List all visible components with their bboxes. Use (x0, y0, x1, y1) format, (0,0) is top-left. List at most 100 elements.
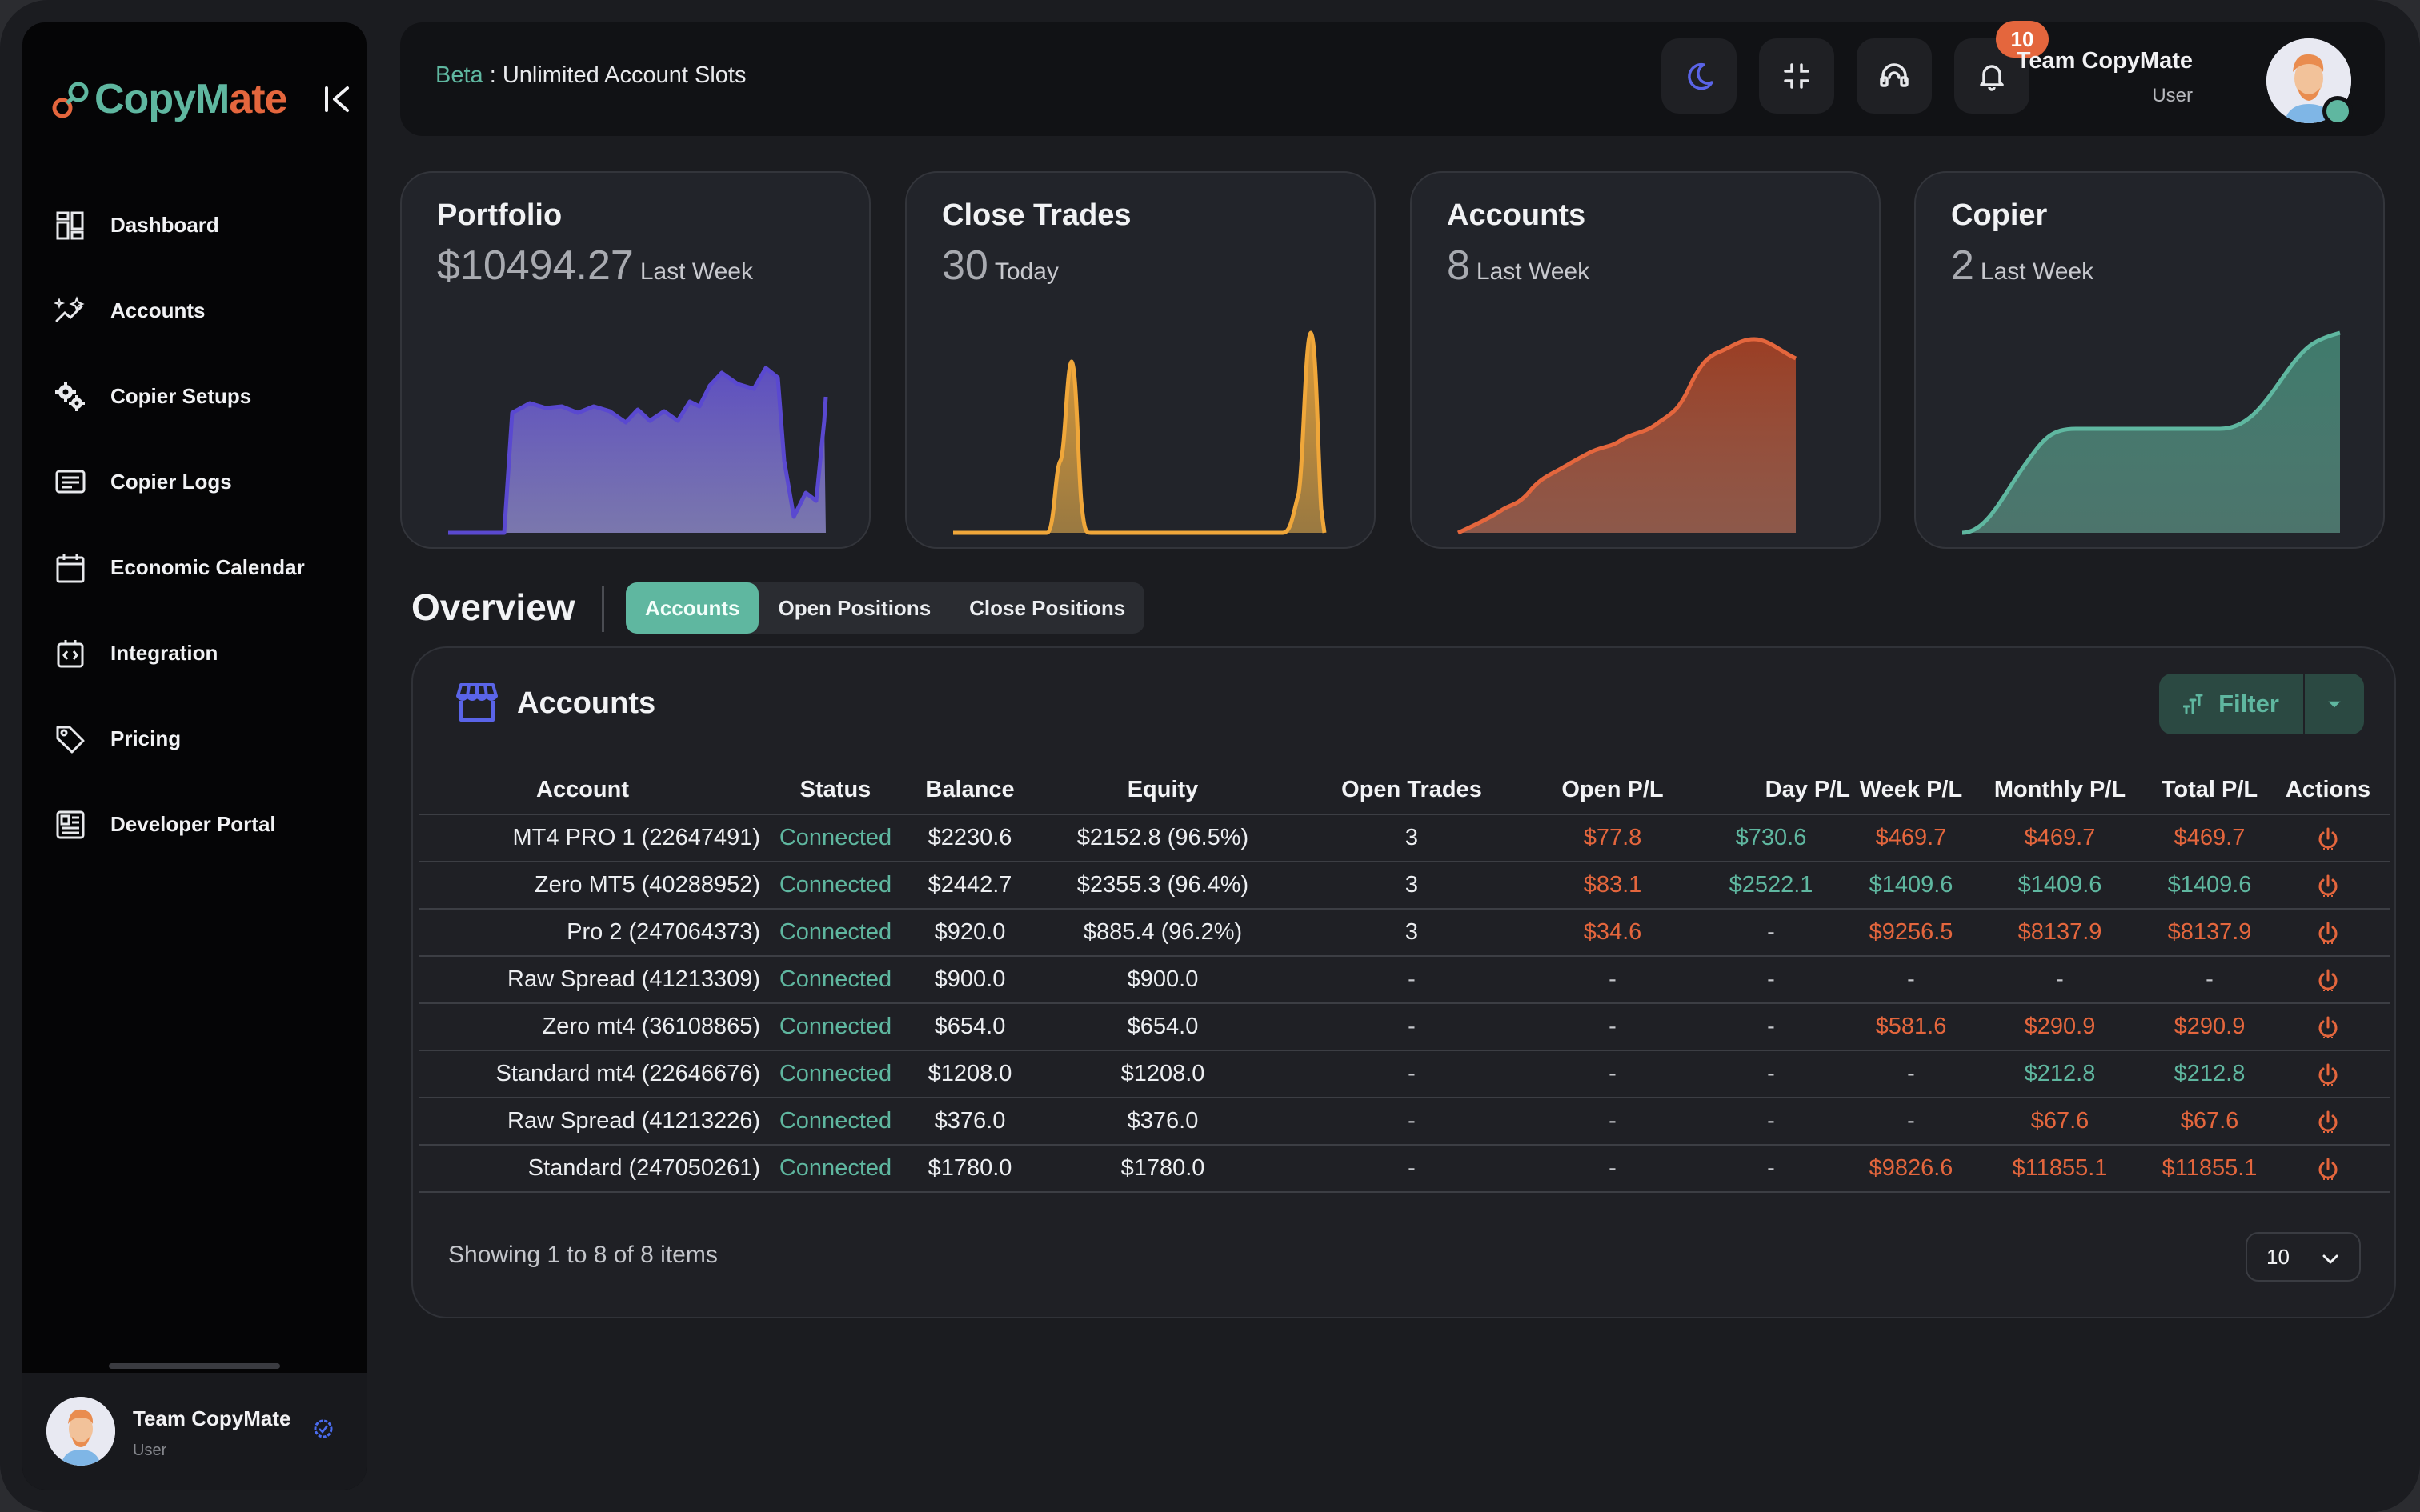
logo[interactable]: CopyMate (50, 75, 287, 123)
cell-actions (2266, 956, 2390, 1004)
cell-week-pl: $1409.6 (1855, 862, 1967, 910)
tag-icon (56, 726, 85, 753)
cell-day-pl: - (1687, 1003, 1855, 1051)
column-header[interactable]: Day P/L (1687, 766, 1855, 815)
column-header[interactable]: Open Trades (1285, 766, 1538, 815)
sidebar-item-copier-setups[interactable]: Copier Setups (54, 354, 359, 439)
sidebar-item-label: Economic Calendar (110, 555, 305, 579)
cell-open-trades: - (1285, 1003, 1538, 1051)
logo-text-part1: CopyM (94, 76, 230, 122)
cell-total-pl: $290.9 (2153, 1003, 2266, 1051)
cell-day-pl: $2522.1 (1687, 862, 1855, 910)
tab-accounts[interactable]: Accounts (626, 582, 759, 634)
card-period: Last Week (1476, 258, 1590, 285)
column-header: Actions (2266, 766, 2390, 815)
cell-monthly-pl: $290.9 (1967, 1003, 2153, 1051)
column-header[interactable]: Open P/L (1538, 766, 1687, 815)
sidebar-item-copier-logs[interactable]: Copier Logs (54, 439, 359, 525)
table-row[interactable]: MT4 PRO 1 (22647491) Connected $2230.6 $215… (419, 814, 2390, 862)
sidebar-scrollbar[interactable] (109, 1363, 280, 1369)
column-header[interactable]: Equity (1040, 766, 1285, 815)
power-icon[interactable] (2316, 968, 2340, 992)
filter-button[interactable]: Filter (2159, 674, 2305, 734)
tab-open-positions[interactable]: Open Positions (778, 595, 932, 620)
overview-tabs: Accounts Open Positions Close Positions (626, 582, 1145, 634)
table-row[interactable]: Standard (247050261) Connected $1780.0 $178… (419, 1145, 2390, 1193)
column-header[interactable]: Status (771, 766, 899, 815)
cell-open-trades: - (1285, 956, 1538, 1004)
power-icon[interactable] (2316, 874, 2340, 898)
cell-equity: $1208.0 (1040, 1050, 1285, 1098)
cell-status: Connected (771, 956, 899, 1004)
cell-balance: $1780.0 (899, 1145, 1040, 1193)
card-period: Last Week (1980, 258, 2094, 285)
sidebar-item-economic-calendar[interactable]: Economic Calendar (54, 525, 359, 610)
moon-icon (1688, 62, 1713, 90)
chevron-down-icon (2322, 1254, 2338, 1264)
accounts-card[interactable]: Accounts 8 Last Week (1410, 171, 1881, 549)
table-row[interactable]: Zero mt4 (36108865) Connected $654.0 $654.0… (419, 1003, 2390, 1051)
table-row[interactable]: Standard mt4 (22646676) Connected $1208.0 $… (419, 1050, 2390, 1098)
column-header[interactable]: Balance (899, 766, 1040, 815)
cell-monthly-pl: $469.7 (1967, 814, 2153, 862)
power-icon[interactable] (2316, 921, 2340, 945)
accounts-table: Account Status Balance Equity Open Trade… (419, 766, 2390, 1193)
power-icon[interactable] (2316, 1110, 2340, 1134)
sidebar-item-dashboard[interactable]: Dashboard (54, 182, 359, 268)
power-icon[interactable] (2316, 826, 2340, 850)
sidebar-item-accounts[interactable]: Accounts (54, 268, 359, 354)
page-size-select[interactable]: 10 (2246, 1232, 2361, 1282)
cell-open-trades: - (1285, 1050, 1538, 1098)
cell-day-pl: $730.6 (1687, 814, 1855, 862)
accounts-sparkline (1456, 337, 1797, 535)
cell-status: Connected (771, 909, 899, 957)
page-size-value: 10 (2266, 1244, 2290, 1269)
theme-toggle-button[interactable] (1661, 38, 1737, 114)
cell-balance: $1208.0 (899, 1050, 1040, 1098)
sidebar-item-pricing[interactable]: Pricing (54, 696, 359, 782)
collapse-sidebar-icon[interactable] (320, 82, 355, 117)
exit-fullscreen-button[interactable] (1759, 38, 1834, 114)
sidebar-item-integration[interactable]: Integration (54, 610, 359, 696)
cell-equity: $654.0 (1040, 1003, 1285, 1051)
column-header[interactable]: Monthly P/L (1967, 766, 2153, 815)
support-button[interactable] (1857, 38, 1932, 114)
column-header[interactable]: Week P/L (1855, 766, 1967, 815)
cell-day-pl: - (1687, 1050, 1855, 1098)
logo-text: CopyMate (94, 75, 287, 123)
cell-balance: $900.0 (899, 956, 1040, 1004)
card-title: Close Trades (942, 198, 1132, 232)
power-icon[interactable] (2316, 1062, 2340, 1086)
portfolio-card[interactable]: Portfolio $10494.27 Last Week (400, 171, 871, 549)
portfolio-sparkline (448, 366, 828, 535)
integration-icon (57, 639, 84, 667)
cell-week-pl: - (1855, 1050, 1967, 1098)
sidebar-user-card[interactable]: Team CopyMate User (22, 1373, 367, 1490)
cell-equity: $2152.8 (96.5%) (1040, 814, 1285, 862)
card-value-number: 30 (942, 242, 988, 289)
cell-open-trades: - (1285, 1145, 1538, 1193)
power-icon[interactable] (2316, 1015, 2340, 1039)
cell-status: Connected (771, 1050, 899, 1098)
cell-monthly-pl: $67.6 (1967, 1098, 2153, 1146)
table-row[interactable]: Raw Spread (41213226) Connected $376.0 $376… (419, 1098, 2390, 1146)
tab-close-positions[interactable]: Close Positions (969, 595, 1126, 620)
cell-status: Connected (771, 862, 899, 910)
filter-dropdown-toggle[interactable] (2305, 674, 2364, 734)
pagination-info: Showing 1 to 8 of 8 items (448, 1242, 718, 1268)
cell-total-pl: $1409.6 (2153, 862, 2266, 910)
logo-text-part2: ate (229, 76, 287, 122)
close-trades-sparkline (953, 330, 1327, 535)
copier-card[interactable]: Copier 2 Last Week (1914, 171, 2385, 549)
table-row[interactable]: Raw Spread (41213309) Connected $900.0 $900… (419, 956, 2390, 1004)
cell-day-pl: - (1687, 1145, 1855, 1193)
column-header[interactable]: Total P/L (2153, 766, 2266, 815)
table-row[interactable]: Pro 2 (247064373) Connected $920.0 $885.4 (… (419, 909, 2390, 957)
card-title: Portfolio (437, 198, 563, 232)
close-trades-card[interactable]: Close Trades 30 Today (905, 171, 1376, 549)
column-header[interactable]: Account (419, 766, 771, 815)
power-icon[interactable] (2316, 1157, 2340, 1181)
card-value: 2 Last Week (1951, 242, 2093, 290)
table-row[interactable]: Zero MT5 (40288952) Connected $2442.7 $2355… (419, 862, 2390, 910)
sidebar-item-developer-portal[interactable]: Developer Portal (54, 782, 359, 867)
